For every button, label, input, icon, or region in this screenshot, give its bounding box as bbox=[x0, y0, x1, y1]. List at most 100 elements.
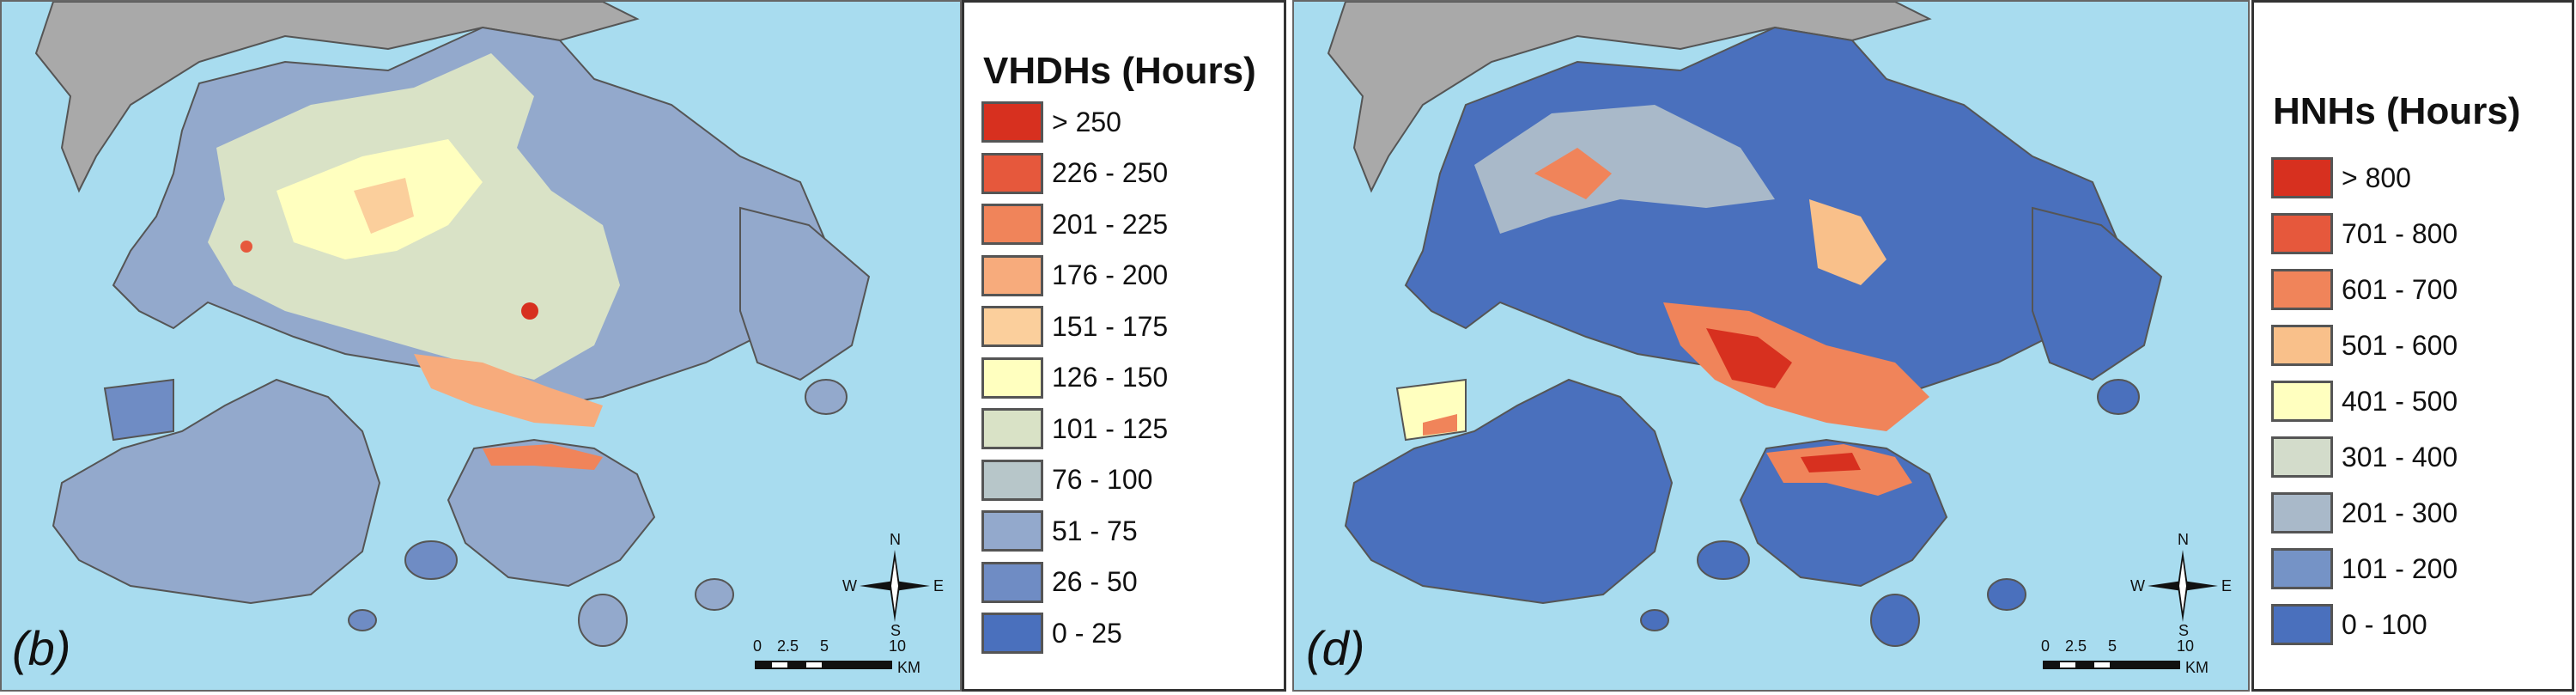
compass-s: S bbox=[2178, 622, 2190, 639]
legend-row: 601 - 700 bbox=[2271, 267, 2458, 312]
legend-label: 176 - 200 bbox=[1052, 259, 1169, 290]
legend-swatch bbox=[981, 459, 1043, 501]
urban-warm bbox=[354, 178, 414, 234]
scale-tick-10: 10 bbox=[2177, 637, 2195, 655]
legend-label: 51 - 75 bbox=[1052, 515, 1138, 546]
legend-swatch bbox=[981, 101, 1043, 143]
right-map: (d) N S W E 0 2.5 5 10 KM bbox=[1292, 0, 2250, 692]
legend-swatch bbox=[981, 254, 1043, 296]
legend-swatch bbox=[981, 306, 1043, 347]
legend-row: 301 - 400 bbox=[2271, 435, 2458, 479]
mainland-area bbox=[34, 2, 640, 193]
scale-tick-2-5: 2.5 bbox=[2065, 637, 2087, 655]
lantau-west bbox=[103, 378, 174, 442]
legend-label: 201 - 225 bbox=[1052, 208, 1169, 240]
legend-row: > 250 bbox=[981, 100, 1121, 144]
legend-swatch bbox=[2271, 325, 2333, 366]
legend-label: 201 - 300 bbox=[2342, 497, 2458, 528]
scale-bar: 0 2.5 5 10 KM bbox=[753, 637, 920, 680]
valley-warm bbox=[1534, 148, 1612, 199]
legend-swatch bbox=[981, 408, 1043, 449]
legend-label: 301 - 400 bbox=[2342, 441, 2458, 472]
legend-label: 0 - 25 bbox=[1052, 617, 1122, 649]
legend-label: > 250 bbox=[1052, 106, 1121, 137]
compass-e: E bbox=[933, 577, 945, 594]
legend-label: 0 - 100 bbox=[2342, 608, 2427, 640]
legend-label: 226 - 250 bbox=[1052, 157, 1169, 188]
legend-swatch bbox=[981, 510, 1043, 552]
compass-s: S bbox=[890, 622, 902, 639]
legend-row: > 800 bbox=[2271, 155, 2411, 200]
legend-row: 0 - 100 bbox=[2271, 602, 2427, 647]
legend-label: 601 - 700 bbox=[2342, 273, 2458, 305]
legend-swatch bbox=[2271, 269, 2333, 310]
panel-label: (b) bbox=[12, 621, 71, 675]
left-map: (b) N S W E 0 2.5 5 10 KM bbox=[0, 0, 962, 692]
scale-tick-0: 0 bbox=[2041, 637, 2050, 655]
legend-row: 401 - 500 bbox=[2271, 379, 2458, 424]
scale-unit: KM bbox=[897, 659, 920, 676]
compass-w: W bbox=[2130, 577, 2145, 594]
legend-label: 401 - 500 bbox=[2342, 385, 2458, 417]
legend-swatch bbox=[2271, 157, 2333, 198]
legend-row: 501 - 600 bbox=[2271, 323, 2458, 368]
legend-swatch bbox=[2271, 213, 2333, 254]
hk-island bbox=[447, 438, 656, 588]
legend-swatch bbox=[2271, 548, 2333, 589]
legend-row: 26 - 50 bbox=[981, 560, 1138, 605]
legend-swatch bbox=[2271, 492, 2333, 533]
compass-n: N bbox=[890, 531, 901, 548]
legend-row: 176 - 200 bbox=[981, 253, 1168, 298]
compass-w: W bbox=[842, 577, 857, 594]
legend-row: 126 - 150 bbox=[981, 356, 1168, 400]
urban-hot bbox=[1706, 328, 1792, 388]
left-legend: VHDHs (Hours) > 250 226 - 250 201 - 225 176… bbox=[962, 0, 1286, 692]
legend-label: 26 - 50 bbox=[1052, 566, 1138, 597]
legend-title: VHDHs (Hours) bbox=[983, 50, 1256, 92]
mainland-area bbox=[1327, 2, 1932, 193]
legend-row: 51 - 75 bbox=[981, 509, 1138, 553]
legend-swatch bbox=[981, 357, 1043, 399]
compass-rose-icon: N S W E bbox=[842, 531, 945, 639]
legend-row: 76 - 100 bbox=[981, 458, 1152, 503]
east-peninsula bbox=[739, 206, 871, 381]
legend-title: HNHs (Hours) bbox=[2273, 90, 2521, 132]
legend-label: 76 - 100 bbox=[1052, 464, 1153, 495]
legend-swatch bbox=[981, 204, 1043, 245]
left-map-svg bbox=[34, 2, 871, 647]
scale-bar: 0 2.5 5 10 KM bbox=[2041, 637, 2208, 680]
scale-tick-5: 5 bbox=[820, 637, 829, 655]
legend-label: 701 - 800 bbox=[2342, 217, 2458, 249]
scale-tick-2-5: 2.5 bbox=[777, 637, 799, 655]
scale-tick-5: 5 bbox=[2108, 637, 2117, 655]
scale-unit: KM bbox=[2185, 659, 2208, 676]
compass-rose-icon: N S W E bbox=[2130, 531, 2232, 639]
compass-n: N bbox=[2178, 531, 2189, 548]
legend-swatch bbox=[981, 152, 1043, 194]
legend-row: 101 - 200 bbox=[2271, 546, 2458, 591]
legend-swatch bbox=[981, 561, 1043, 603]
legend-label: 501 - 600 bbox=[2342, 329, 2458, 361]
legend-row: 201 - 225 bbox=[981, 202, 1168, 247]
legend-swatch bbox=[2271, 436, 2333, 478]
legend-row: 201 - 300 bbox=[2271, 491, 2458, 535]
legend-swatch bbox=[981, 613, 1043, 654]
legend-swatch bbox=[2271, 604, 2333, 645]
legend-row: 151 - 175 bbox=[981, 304, 1168, 349]
hk-north-shore bbox=[483, 444, 603, 470]
legend-label: > 800 bbox=[2342, 162, 2411, 193]
legend-label: 151 - 175 bbox=[1052, 310, 1169, 342]
right-legend: HNHs (Hours) > 800 701 - 800 601 - 700 501 … bbox=[2251, 0, 2574, 692]
panel-label: (d) bbox=[1306, 621, 1365, 675]
legend-row: 0 - 25 bbox=[981, 611, 1122, 655]
scale-tick-10: 10 bbox=[889, 637, 907, 655]
legend-row: 701 - 800 bbox=[2271, 211, 2458, 256]
scale-tick-0: 0 bbox=[753, 637, 762, 655]
lantau-island bbox=[52, 378, 381, 605]
valley-ring bbox=[1474, 105, 1775, 234]
east-peninsula bbox=[2032, 206, 2163, 381]
legend-label: 101 - 200 bbox=[2342, 552, 2458, 584]
legend-label: 126 - 150 bbox=[1052, 362, 1169, 393]
kowloon-strip bbox=[414, 354, 603, 427]
legend-row: 101 - 125 bbox=[981, 406, 1168, 451]
